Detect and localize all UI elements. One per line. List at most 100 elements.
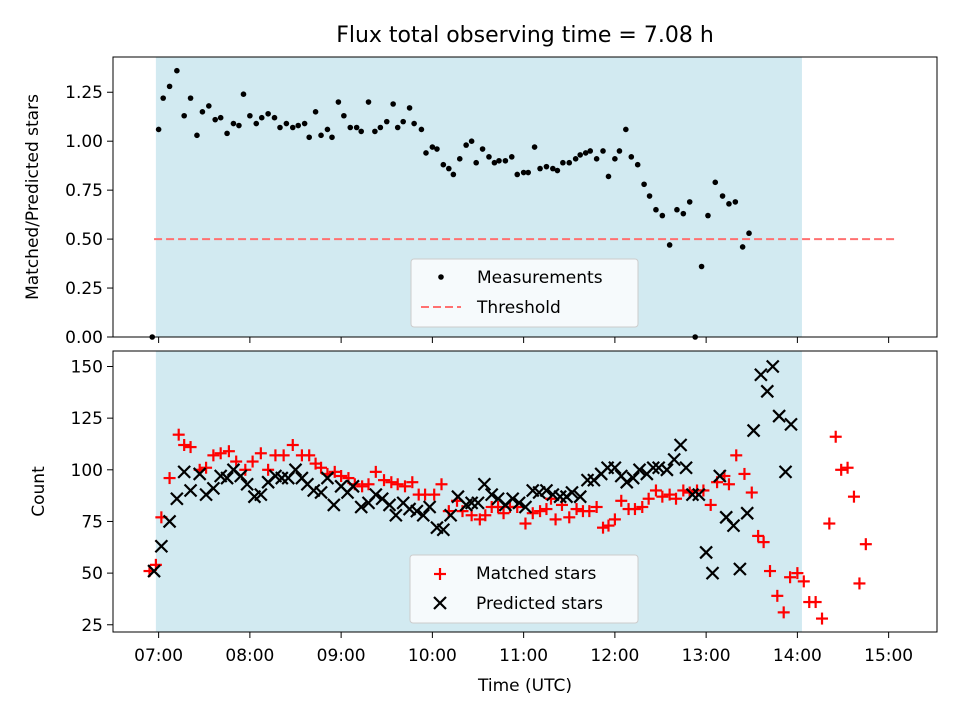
measurement-point xyxy=(616,148,623,154)
predicted-star-point xyxy=(667,452,681,467)
bottom-y-ticks: 25 50 75 100 125 150 xyxy=(71,357,113,636)
measurement-point xyxy=(508,154,515,160)
x-tick-label: 12:00 xyxy=(590,646,639,666)
matched-star-point xyxy=(752,529,765,542)
measurement-point xyxy=(479,146,486,152)
predicted-star-point xyxy=(772,409,786,423)
matched-star-point xyxy=(254,447,267,460)
predicted-star-point xyxy=(154,539,169,554)
predicted-star-point xyxy=(416,508,431,523)
predicted-star-point xyxy=(573,489,587,504)
matched-star-point xyxy=(784,571,797,584)
predicted-star-point xyxy=(699,545,713,560)
predicted-stars-series xyxy=(147,359,798,580)
predicted-star-point xyxy=(608,460,622,475)
measurement-point xyxy=(199,109,206,115)
y-tick-label: 150 xyxy=(71,357,103,377)
predicted-star-point xyxy=(314,485,328,500)
measurement-point xyxy=(554,167,561,174)
measurement-point xyxy=(406,105,413,111)
measurement-point xyxy=(174,67,180,74)
x-tick-label: 11:00 xyxy=(499,646,548,666)
predicted-star-point xyxy=(713,469,727,483)
measurement-point xyxy=(301,120,308,127)
predicted-star-point xyxy=(673,438,688,452)
measurement-point xyxy=(623,126,629,133)
predicted-star-point xyxy=(382,498,397,512)
predicted-star-point xyxy=(288,463,303,477)
matched-star-point xyxy=(835,463,848,476)
measurement-point xyxy=(698,263,705,270)
matched-star-point xyxy=(597,521,610,534)
measurement-point xyxy=(365,99,372,105)
y-tick-label: 50 xyxy=(81,564,103,584)
matched-star-point xyxy=(286,439,299,452)
measurement-point xyxy=(543,163,550,170)
matched-star-point xyxy=(764,565,777,578)
matched-star-point xyxy=(246,455,259,468)
measurement-point xyxy=(587,148,594,154)
matched-star-point xyxy=(406,476,419,489)
top-x-ticks xyxy=(158,337,890,343)
measurement-point xyxy=(271,114,278,121)
matched-star-point xyxy=(519,517,532,530)
predicted-star-point xyxy=(626,471,640,485)
y-tick-label: 0.25 xyxy=(65,279,103,299)
matched-star-point xyxy=(730,449,743,462)
matched-star-point xyxy=(636,500,649,513)
matched-star-point xyxy=(847,490,860,503)
measurement-point xyxy=(473,159,479,166)
predicted-star-point xyxy=(679,460,693,475)
matched-star-point xyxy=(207,449,220,462)
measurement-point xyxy=(418,126,425,133)
matched-star-point xyxy=(656,490,669,503)
matched-star-point xyxy=(497,507,510,520)
chart-title: Flux total observing time = 7.08 h xyxy=(336,23,714,48)
measurement-point xyxy=(258,114,265,121)
measurement-point xyxy=(206,103,212,109)
matched-star-point xyxy=(534,505,547,518)
legend-label-measurements: Measurements xyxy=(477,268,603,288)
measurement-point xyxy=(377,124,384,131)
measurements-series xyxy=(149,67,752,340)
matched-star-point xyxy=(163,472,176,485)
predicted-star-point xyxy=(369,487,383,502)
predicted-star-point xyxy=(726,518,741,533)
predicted-star-point xyxy=(422,500,437,514)
matched-star-point xyxy=(615,494,628,507)
measurement-point xyxy=(187,95,194,101)
measurement-point xyxy=(502,157,509,164)
matched-star-point xyxy=(670,492,683,505)
predicted-star-point xyxy=(705,566,720,580)
measurement-point xyxy=(318,132,324,139)
ratio-panel: 0.00 0.25 0.50 0.75 1.00 1.25 Matched/Predict… xyxy=(23,56,938,348)
predicted-star-point xyxy=(327,498,341,512)
measurement-point xyxy=(265,110,271,117)
measurement-point xyxy=(306,134,312,141)
bottom-legend: Matched stars Predicted stars xyxy=(409,554,639,624)
measurement-point xyxy=(253,120,260,127)
y-tick-label: 125 xyxy=(71,409,103,429)
predicted-star-point xyxy=(740,506,754,520)
measurement-point xyxy=(212,116,219,123)
measurement-point xyxy=(329,134,335,141)
matched-star-point xyxy=(570,503,583,516)
measurement-point xyxy=(394,124,401,131)
predicted-star-point xyxy=(760,384,775,399)
matched-star-point xyxy=(262,463,275,476)
measurement-point xyxy=(353,124,360,131)
predicted-star-point xyxy=(512,496,526,510)
matched-star-point xyxy=(816,612,829,625)
measurement-point xyxy=(390,101,396,107)
measurement-point xyxy=(236,122,242,129)
predicted-star-point xyxy=(565,485,579,500)
y-tick-label: 25 xyxy=(81,616,103,636)
measurement-point xyxy=(383,118,390,125)
measurement-point xyxy=(155,126,162,133)
predicted-star-point xyxy=(275,471,289,485)
matched-star-point xyxy=(738,467,751,480)
matched-star-point xyxy=(378,474,391,487)
x-tick-label: 13:00 xyxy=(682,646,731,666)
predicted-star-point xyxy=(320,471,335,485)
predicted-star-point xyxy=(192,467,207,481)
